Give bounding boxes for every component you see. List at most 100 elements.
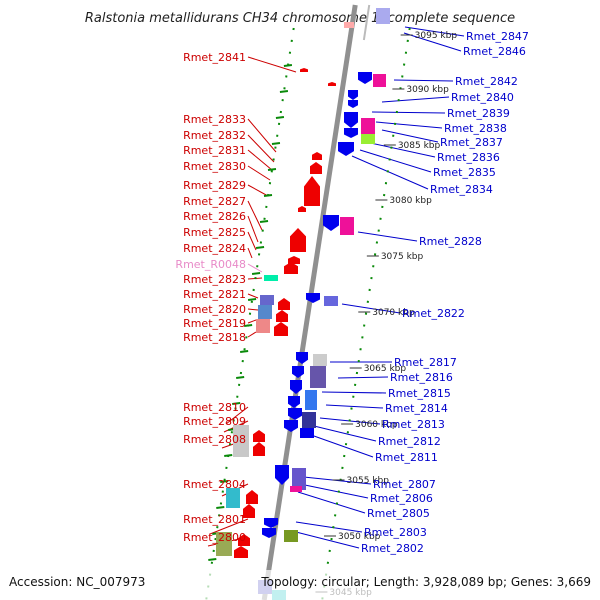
scale-label: 3085 kbp — [398, 141, 441, 151]
tick-mark — [216, 506, 225, 509]
feature-arrow-forward — [312, 152, 322, 160]
scale-label: 3090 kbp — [406, 85, 449, 95]
connector-forward — [247, 149, 273, 171]
scale-label: 3070 kbp — [372, 308, 415, 318]
feature-box — [226, 488, 240, 508]
tick-mark — [279, 90, 289, 93]
connector-forward — [247, 308, 259, 311]
feature-arrow-forward — [310, 162, 322, 174]
tick-mark — [220, 480, 229, 483]
connector-reverse — [313, 435, 374, 458]
gene-label-reverse: Rmet_2828 — [419, 235, 482, 248]
feature-arrow-forward — [234, 546, 248, 558]
scale-label: 3075 kbp — [381, 252, 424, 262]
connector-reverse — [293, 475, 372, 485]
feature-box — [260, 295, 274, 305]
connector-forward — [247, 118, 277, 153]
connector-reverse — [371, 111, 446, 114]
backbone — [205, 4, 413, 600]
gene-label-reverse: Rmet_2846 — [463, 45, 526, 58]
gene-label-forward: Rmet_2832 — [183, 129, 246, 142]
feature-box — [313, 354, 327, 366]
labels: 3095 kbp 3090 kbp 3085 kbp 3080 kbp 3075 kbp… — [175, 30, 529, 598]
connector-forward — [247, 200, 263, 231]
scale-label: 3095 kbp — [415, 31, 458, 41]
tick-mark — [283, 64, 293, 67]
gene-label-forward: Rmet_2800 — [183, 531, 246, 544]
connector-reverse — [351, 155, 429, 190]
tick-mark — [247, 298, 257, 301]
feature-box — [361, 134, 375, 144]
feature-arrow-reverse — [344, 112, 358, 128]
connector-forward — [247, 56, 297, 73]
connector-reverse — [313, 425, 377, 442]
gene-label-forward: Rmet_2824 — [183, 242, 246, 255]
feature-arrow-reverse — [288, 396, 300, 408]
gene-label-reverse: Rmet_2837 — [440, 136, 503, 149]
tick-mark — [224, 454, 233, 457]
scale-label: 3055 kbp — [347, 476, 390, 486]
feature-arrow-forward — [328, 82, 336, 86]
feature-box — [376, 8, 390, 24]
connector-reverse — [321, 391, 387, 394]
connector-forward — [247, 184, 269, 197]
feature-arrow-forward — [298, 206, 306, 212]
connector-lines — [207, 26, 465, 549]
feature-arrow-reverse — [348, 90, 358, 100]
feature-box — [256, 319, 270, 333]
gene-label-forward: Rmet_2821 — [183, 288, 246, 301]
gene-label-reverse: Rmet_2834 — [430, 183, 493, 196]
feature-arrow-reverse — [338, 142, 354, 156]
gene-label-reverse: Rmet_2840 — [451, 91, 514, 104]
connector-reverse — [381, 129, 439, 143]
backbone-edge — [362, 4, 371, 41]
feature-box — [302, 412, 316, 428]
tick-mark — [267, 168, 277, 171]
tick-mark — [232, 402, 241, 405]
gene-label-reverse: Rmet_2811 — [375, 451, 438, 464]
gene-label-reverse: Rmet_2813 — [382, 418, 445, 431]
gene-label-forward: Rmet_2833 — [183, 113, 246, 126]
feature-arrow-forward — [276, 310, 288, 322]
connector-reverse — [365, 141, 436, 158]
connector-forward — [225, 406, 249, 425]
feature-arrow-reverse — [275, 465, 289, 485]
gene-label-forward: Rmet_2809 — [183, 415, 246, 428]
gene-label-reverse: Rmet_2812 — [378, 435, 441, 448]
feature-arrow-forward — [253, 430, 265, 442]
feature-arrow-reverse — [344, 128, 358, 138]
accession-text: Accession: NC_007973 — [9, 575, 145, 589]
tick-mark — [251, 272, 261, 275]
tick-mark — [271, 142, 281, 145]
connector-forward — [247, 293, 259, 299]
gene-label-forward: Rmet_2820 — [183, 303, 246, 316]
connector-reverse — [297, 491, 366, 514]
gene-label-reverse: Rmet_2847 — [466, 30, 529, 43]
feature-arrow-reverse — [288, 408, 302, 420]
scale-label: 3050 kbp — [338, 532, 381, 542]
tick-mark — [255, 246, 265, 249]
feature-box — [290, 486, 302, 492]
feature-box — [373, 74, 386, 87]
feature-box — [216, 532, 232, 556]
gene-label-forward: Rmet_2825 — [183, 226, 246, 239]
feature-arrow-forward — [274, 322, 288, 336]
feature-arrow-reverse — [290, 380, 302, 394]
gene-label-forward: Rmet_2819 — [183, 317, 246, 330]
gene-label-reverse: Rmet_2817 — [394, 356, 457, 369]
feature-arrow-reverse — [292, 366, 304, 378]
feature-box — [361, 118, 375, 134]
connector-reverse — [295, 521, 363, 533]
feature-arrow-forward — [284, 262, 298, 274]
gene-label-forward: Rmet_2808 — [183, 433, 246, 446]
connector-forward — [209, 518, 249, 535]
backbone-line — [261, 4, 358, 600]
feature-arrow-reverse — [348, 100, 358, 108]
connector-reverse — [403, 32, 462, 52]
connector-reverse — [337, 376, 389, 379]
feature-arrow-reverse — [323, 215, 339, 231]
tick-mark — [243, 324, 253, 327]
feature-arrow-reverse — [284, 420, 298, 432]
gene-label-reverse: Rmet_2806 — [370, 492, 433, 505]
gene-label-reverse: Rmet_2835 — [433, 166, 496, 179]
